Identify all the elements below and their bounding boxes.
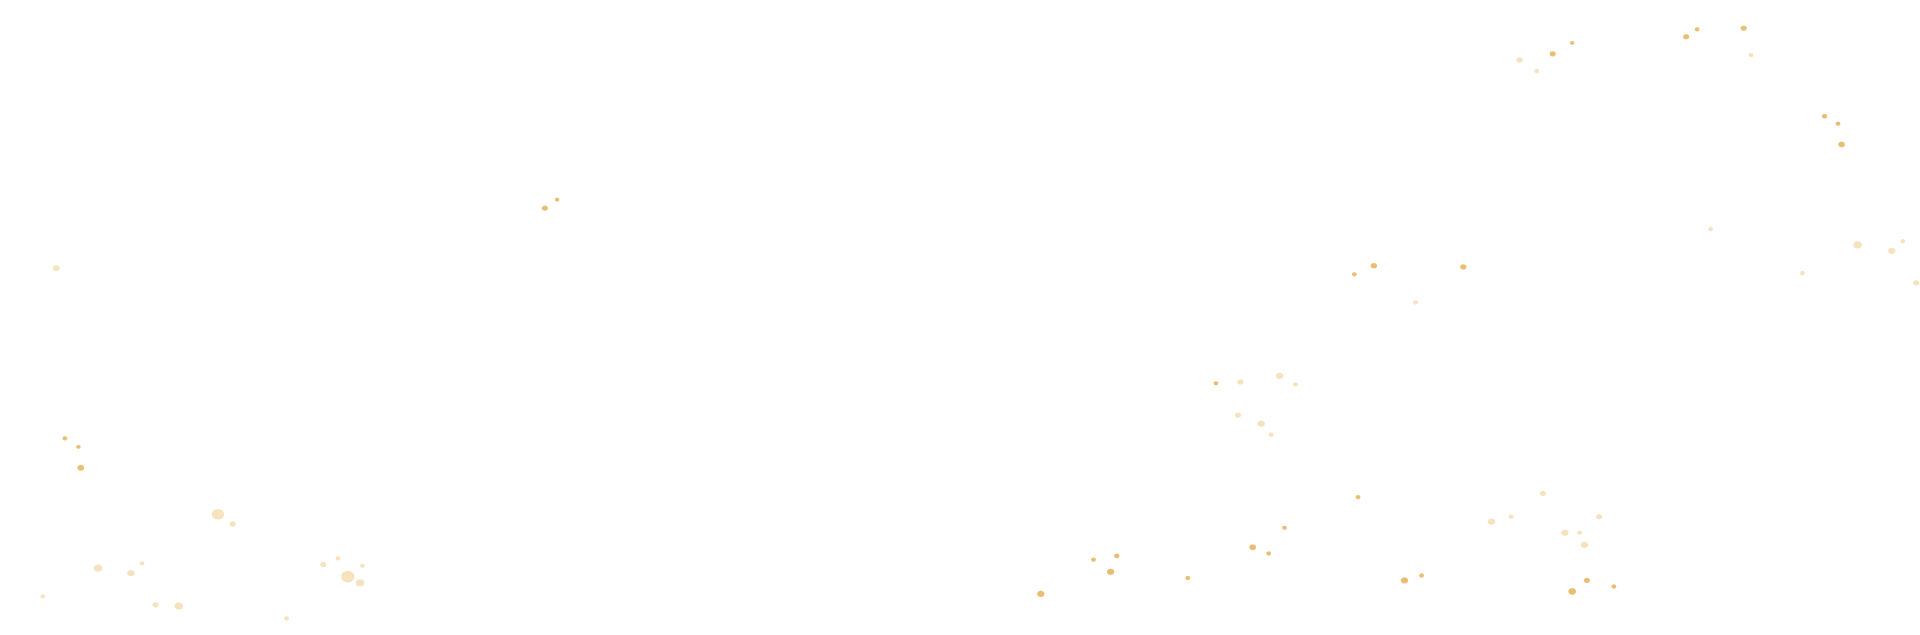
decorative-dot	[1282, 525, 1287, 530]
decorative-dot	[1257, 420, 1265, 427]
decorative-dot	[1835, 121, 1841, 126]
decorative-dot	[1683, 34, 1690, 40]
decorative-dot	[1091, 557, 1096, 562]
decorative-dot	[1838, 141, 1845, 148]
decorative-dot	[1900, 239, 1906, 244]
decorative-dot	[1400, 577, 1409, 584]
decorative-dot	[76, 445, 81, 449]
decorative-dot	[1213, 381, 1219, 386]
decorative-dot	[1821, 114, 1828, 119]
decorative-dot	[52, 265, 60, 272]
decorative-dot	[1800, 271, 1805, 276]
decorative-dot	[1853, 241, 1862, 249]
decorative-dot	[127, 570, 135, 577]
decorative-dot	[1534, 68, 1540, 74]
decorative-dot	[229, 521, 236, 527]
decorative-dot	[284, 616, 289, 621]
decorative-dot	[1351, 272, 1357, 277]
decorative-dot	[1913, 280, 1920, 286]
decorative-dot	[1275, 372, 1284, 379]
decorative-dot	[1583, 577, 1590, 584]
decorative-dot	[1413, 300, 1418, 305]
decorative-dot	[1580, 541, 1589, 549]
decorative-dot	[1570, 41, 1575, 45]
decorative-dot	[152, 602, 159, 608]
decorative-dot	[174, 602, 184, 610]
decorative-dot	[1694, 27, 1700, 32]
decorative-dot	[1460, 264, 1467, 270]
decorative-dot	[1508, 514, 1514, 519]
decorative-dot	[360, 563, 365, 568]
decorative-dot	[1249, 544, 1257, 551]
decorative-dot	[1568, 588, 1577, 595]
decorative-dot	[62, 436, 68, 441]
decorative-dot	[1266, 551, 1271, 556]
decorative-dot	[1577, 530, 1582, 535]
decorative-dot	[554, 197, 560, 202]
decorative-dot	[93, 564, 103, 572]
decorative-dot	[40, 594, 46, 599]
decorative-dot	[1611, 584, 1617, 589]
decorative-dot	[1037, 590, 1045, 598]
decorative-dot	[1740, 25, 1747, 31]
decorative-dot	[341, 571, 355, 583]
decorative-dot	[139, 561, 145, 566]
decorative-dot	[1293, 382, 1298, 387]
decorative-dot	[1539, 490, 1546, 497]
decorative-dot	[1114, 553, 1120, 559]
decorative-dot	[77, 464, 85, 471]
decorative-dot	[320, 561, 327, 568]
decorative-dot	[1268, 432, 1274, 437]
decorative-dot	[1419, 573, 1424, 578]
decorative-dot	[541, 205, 549, 211]
decorative-dot	[1237, 379, 1244, 385]
decorative-dot	[1708, 226, 1713, 232]
decorative-dot	[1185, 575, 1191, 581]
decorative-dot	[335, 556, 341, 561]
decorative-dot	[1234, 412, 1242, 418]
decorative-dot	[355, 579, 365, 587]
decorative-dot	[1748, 53, 1754, 58]
decorative-dot	[1596, 514, 1603, 520]
decorative-dot	[1487, 518, 1496, 525]
decorative-dot	[1549, 51, 1556, 57]
decorative-dot	[1370, 263, 1378, 269]
decorative-dot	[1888, 247, 1896, 255]
decorative-dot	[1355, 495, 1361, 500]
decorative-dot	[1561, 529, 1569, 536]
decorative-dot	[1106, 568, 1115, 575]
decorative-dot	[211, 509, 225, 520]
decorative-dot	[1516, 57, 1523, 63]
